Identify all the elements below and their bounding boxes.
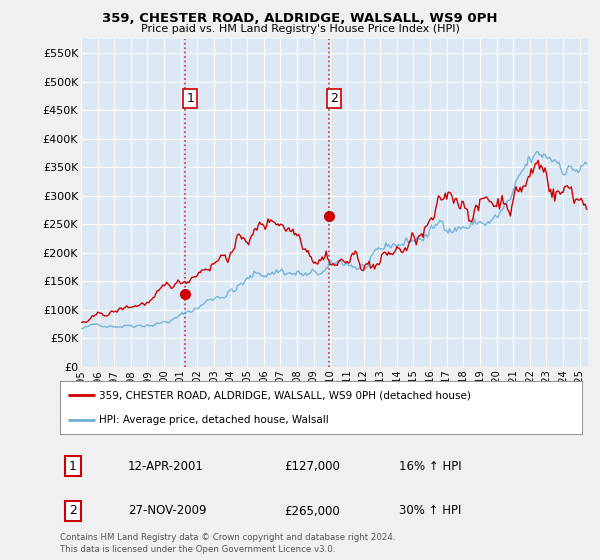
Text: 16% ↑ HPI: 16% ↑ HPI: [400, 460, 462, 473]
Text: 2: 2: [69, 505, 77, 517]
Text: 30% ↑ HPI: 30% ↑ HPI: [400, 505, 461, 517]
Text: 1: 1: [69, 460, 77, 473]
Text: 2: 2: [330, 92, 338, 105]
Text: 27-NOV-2009: 27-NOV-2009: [128, 505, 206, 517]
Text: 359, CHESTER ROAD, ALDRIDGE, WALSALL, WS9 0PH: 359, CHESTER ROAD, ALDRIDGE, WALSALL, WS…: [102, 12, 498, 25]
Text: £127,000: £127,000: [284, 460, 340, 473]
Text: 12-APR-2001: 12-APR-2001: [128, 460, 204, 473]
Text: Price paid vs. HM Land Registry's House Price Index (HPI): Price paid vs. HM Land Registry's House …: [140, 24, 460, 34]
Text: Contains HM Land Registry data © Crown copyright and database right 2024.
This d: Contains HM Land Registry data © Crown c…: [60, 533, 395, 554]
Text: 1: 1: [187, 92, 194, 105]
Text: 359, CHESTER ROAD, ALDRIDGE, WALSALL, WS9 0PH (detached house): 359, CHESTER ROAD, ALDRIDGE, WALSALL, WS…: [99, 390, 471, 400]
Text: HPI: Average price, detached house, Walsall: HPI: Average price, detached house, Wals…: [99, 414, 329, 424]
Text: £265,000: £265,000: [284, 505, 340, 517]
